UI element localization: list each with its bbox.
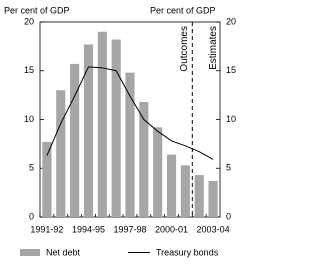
bar — [139, 101, 149, 217]
bar — [42, 141, 52, 217]
bar — [97, 31, 107, 217]
bar — [208, 180, 218, 217]
legend-label: Net debt — [46, 247, 81, 257]
legend-label: Treasury bonds — [156, 247, 219, 257]
x-tick-label: 2003-04 — [197, 224, 230, 234]
x-tick-label: 1991-92 — [30, 224, 63, 234]
x-tick-label: 2000-01 — [155, 224, 188, 234]
legend-swatch — [20, 249, 40, 256]
bar — [56, 90, 66, 217]
bar — [125, 72, 135, 217]
y2-tick-label: 20 — [226, 16, 236, 26]
y-tick-label: 0 — [29, 211, 34, 221]
line — [46, 66, 214, 160]
bar — [180, 165, 190, 217]
y-tick-label: 20 — [24, 16, 34, 26]
bar — [83, 44, 94, 217]
bar — [166, 154, 177, 217]
x-tick-label: 1997-98 — [113, 224, 146, 234]
chart: Per cent of GDP Per cent of GDP 0 5 10 15 20… — [4, 5, 236, 257]
bar — [111, 39, 121, 217]
bar — [70, 63, 80, 217]
y-tick-label: 10 — [24, 114, 34, 124]
y2-tick-label: 15 — [226, 65, 236, 75]
y2-tick-label: 5 — [226, 163, 231, 173]
y2-tick-label: 10 — [226, 114, 236, 124]
bar — [194, 175, 204, 217]
y-axis-label: Per cent of GDP — [4, 5, 70, 15]
annotation: Outcomes — [179, 26, 190, 72]
y2-tick-label: 0 — [226, 211, 231, 221]
x-tick-label: 1994-95 — [72, 224, 105, 234]
y-tick-label: 15 — [24, 65, 34, 75]
y-tick-label: 5 — [29, 163, 34, 173]
y2-axis-label: Per cent of GDP — [150, 5, 216, 15]
annotation: Estimates — [208, 26, 219, 70]
bar — [153, 127, 163, 217]
